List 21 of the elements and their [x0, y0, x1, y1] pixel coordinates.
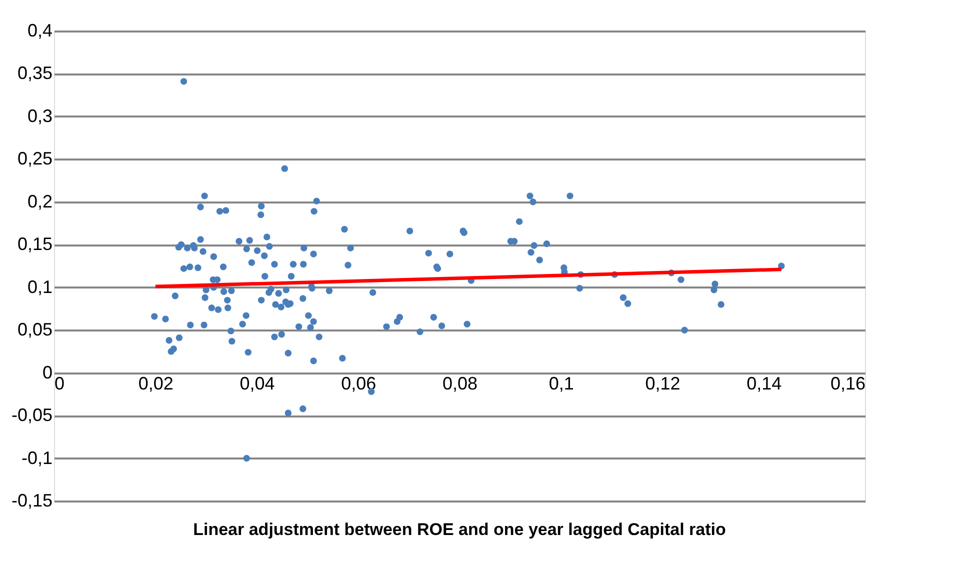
x-tick-label: 0,14: [746, 373, 782, 394]
x-tick-label: 0,06: [341, 373, 376, 394]
y-tick-label: 0,2: [27, 191, 52, 212]
x-tick-label: 0,16: [830, 373, 866, 394]
y-tick-label: -0,1: [21, 448, 52, 468]
x-tick-label: 0,12: [645, 373, 680, 394]
y-tick-label: 0,05: [17, 320, 52, 340]
y-tick-label: 0,4: [27, 20, 52, 40]
y-tick-label: 0,3: [27, 106, 52, 126]
x-tick-label: 0,02: [138, 373, 174, 394]
x-tick-label: 0,1: [548, 373, 574, 394]
y-tick-label: -0,05: [11, 405, 52, 426]
y-tick-label: 0,1: [27, 276, 52, 297]
y-tick-label: 0,35: [17, 63, 52, 84]
x-tick-label: 0,04: [240, 373, 275, 394]
x-tick-label: 0: [54, 373, 65, 394]
y-tick-label: 0,25: [17, 148, 52, 169]
x-axis-title: Linear adjustment between ROE and one year lagged Capital ratio: [193, 520, 726, 539]
y-tick-label: -0,15: [11, 490, 52, 510]
y-tick-label: 0,15: [17, 234, 52, 254]
x-tick-label: 0,08: [442, 373, 478, 394]
